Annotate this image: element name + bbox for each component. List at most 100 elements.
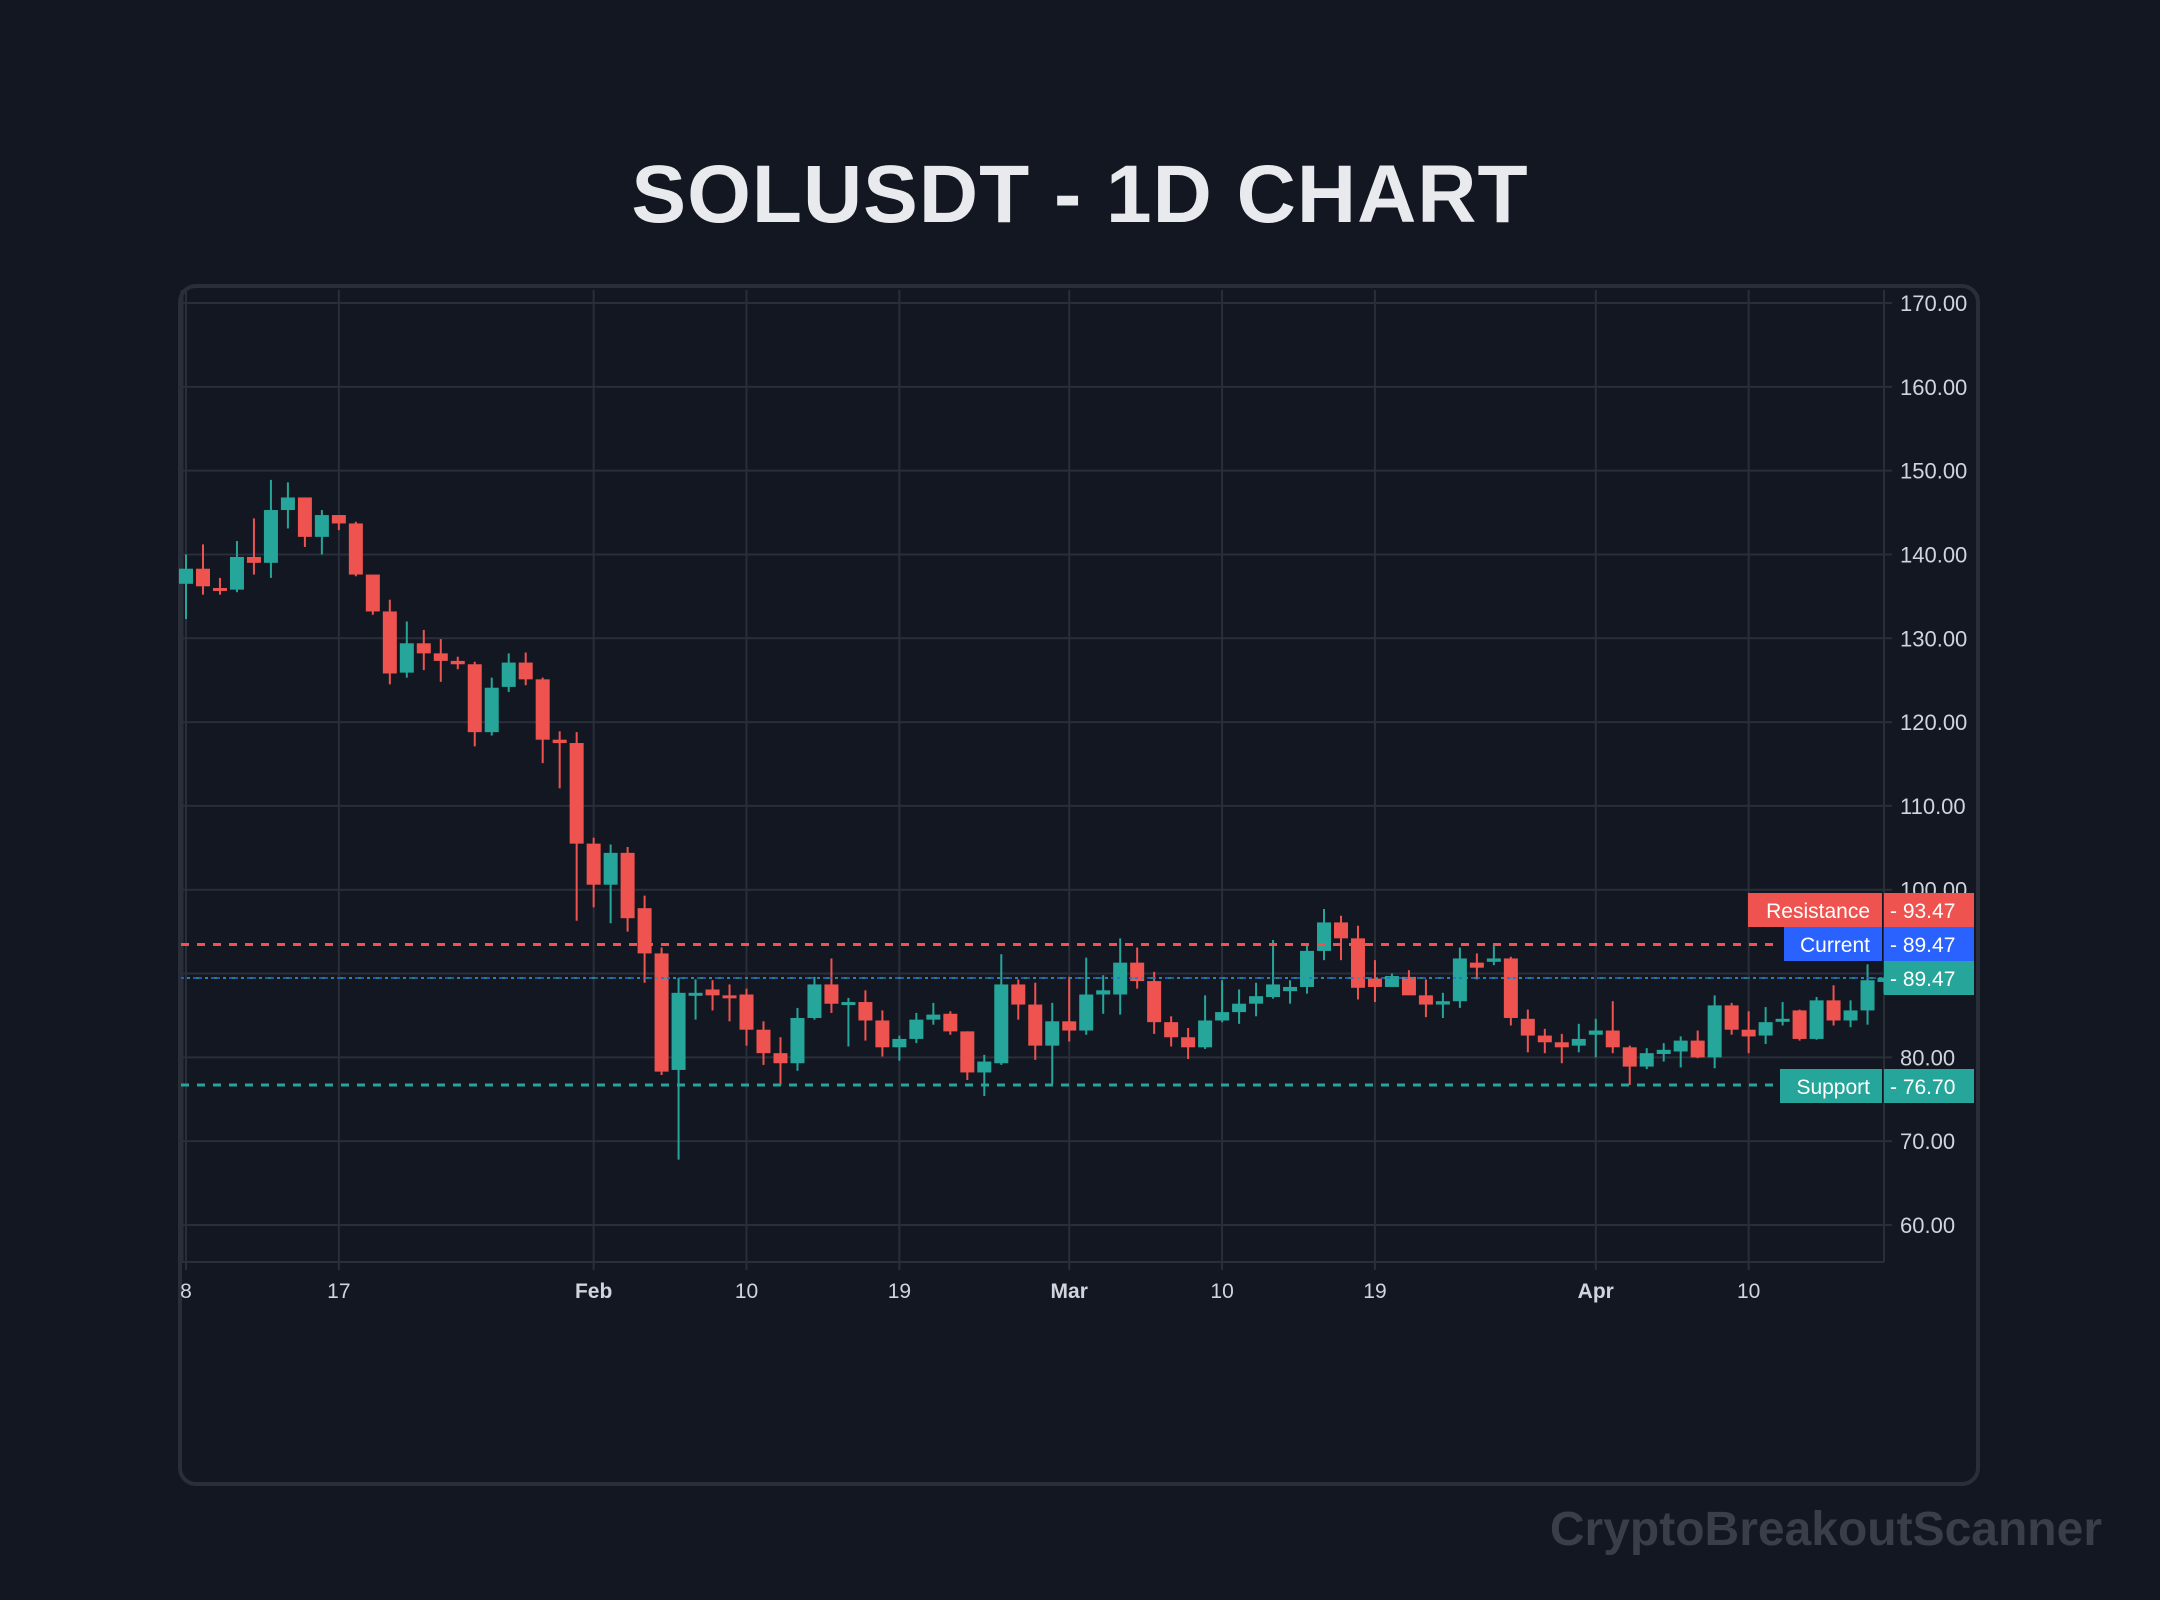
candle-body [858,1002,873,1021]
candle [858,990,873,1041]
candle [1367,960,1382,1003]
candle [892,1035,907,1061]
price-axis[interactable]: 170.00 160.00 150.00 140.00 130.00 120.00 110.… [1900,291,1967,1238]
candle-body [1418,995,1433,1005]
candle-body [926,1014,941,1020]
candle-body [1435,1001,1450,1005]
candle [212,577,227,595]
candle-body [263,510,278,563]
candle-body [1656,1049,1671,1055]
candle-body [1469,962,1484,968]
candle [586,837,601,908]
candle [195,544,210,595]
candle [790,1007,805,1071]
candle-body [416,643,431,654]
candle-body [1860,980,1875,1011]
candle-body [1537,1035,1552,1043]
candle-body [1333,922,1348,939]
chart-title: SOLUSDT - 1D CHART [631,149,1529,240]
candle [824,958,839,1013]
candle [739,988,754,1046]
candle-body [552,739,567,744]
candle [1401,970,1416,996]
candle-body [1384,976,1399,987]
candle-body [1571,1038,1586,1046]
chart-grid [180,290,1892,1270]
candle-body [824,984,839,1004]
candle-body [892,1038,907,1048]
candle [603,844,618,924]
current-value: - 89.47 [1890,934,1955,957]
candle [1266,940,1281,999]
current-value-bg [1884,927,1974,961]
candle [1045,1002,1060,1085]
time-tick-label: 10 [1737,1280,1760,1303]
candle-body [246,556,261,563]
candle-body [297,497,312,537]
candle [569,732,584,921]
candle [1656,1043,1671,1062]
candle [280,482,295,529]
candle-body [1690,1040,1705,1058]
candle-body [841,1002,856,1006]
candle [1283,980,1298,1004]
candle-body [1215,1012,1230,1021]
candle-body [1062,1021,1077,1031]
candle-body [1673,1040,1688,1052]
candle [1843,1000,1858,1028]
candle [671,977,686,1160]
candle [535,677,550,764]
candle-body [1775,1018,1790,1022]
time-axis[interactable]: 8 17 Feb 10 19 Mar 10 19 Apr 10 [180,1280,1760,1303]
candle [484,677,499,736]
candle-body [212,587,227,591]
current-label: Current [1800,934,1870,957]
candle-body [1147,981,1162,1023]
candle-body [1300,950,1315,987]
time-tick-label: 8 [180,1280,192,1303]
candle-body [1130,962,1145,982]
candle-body [1367,978,1382,987]
time-tick-label: 19 [1363,1280,1386,1303]
candle-body [773,1053,788,1064]
price-tick-label: 80.00 [1900,1045,1955,1070]
candle [416,629,431,671]
candle-body [1096,990,1111,995]
candle [1028,982,1043,1060]
time-tick-label: 10 [1210,1280,1233,1303]
candle [399,621,414,678]
time-tick-label: Apr [1578,1280,1614,1303]
candle [1011,979,1026,1020]
candle [1537,1028,1552,1054]
candle [1826,985,1841,1026]
last-price-value-bg [1884,961,1974,995]
candle-body [1639,1053,1654,1067]
candle-body [484,687,499,733]
candle [365,574,380,615]
candle [994,954,1009,1065]
candle [1792,1009,1807,1041]
candle [620,846,635,932]
candle-body [1741,1029,1756,1037]
candles [179,479,1892,1160]
candle [654,947,669,1075]
candle-body [535,679,550,740]
candle [1215,980,1230,1023]
candle-body [1724,1005,1739,1030]
resistance-label: Resistance [1766,900,1870,923]
candle [705,980,720,1011]
candle-body [382,611,397,674]
candle-body [314,515,329,537]
candle [1673,1036,1688,1068]
candle [977,1054,992,1096]
candle [179,554,193,619]
candle-body [179,568,193,584]
candle-body [569,743,584,844]
candle [722,984,737,1022]
candle [433,639,448,682]
candle-body [365,574,380,612]
candle [382,599,397,685]
candle [1809,997,1824,1040]
candle-body [722,995,737,999]
